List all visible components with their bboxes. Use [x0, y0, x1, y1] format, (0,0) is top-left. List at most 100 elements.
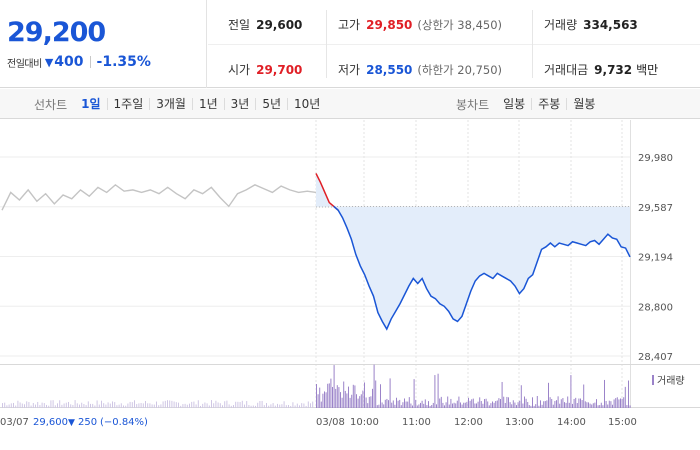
prev-volume-bar: [270, 404, 272, 408]
volume-bar: [424, 399, 426, 408]
prev-volume-bar: [140, 403, 142, 408]
prev-volume-bar: [167, 400, 168, 408]
prev-volume-bar: [70, 404, 72, 408]
volume-bar: [532, 397, 533, 408]
volume-bar: [485, 398, 487, 408]
prev-close-stat: 전일 29,600: [228, 16, 302, 33]
low-stat: 저가 28,550 (하한가 20,750): [338, 61, 502, 78]
volume-bar: [525, 398, 527, 408]
volume-bar: [512, 400, 514, 408]
volume-bar: [319, 387, 321, 408]
prev-volume-bar: [79, 404, 80, 408]
prev-close-label: 29,600: [33, 417, 68, 428]
prev-volume-bar: [193, 401, 195, 408]
prev-volume-bar: [81, 402, 83, 408]
prev-volume-bar: [274, 405, 276, 408]
volume-bar: [474, 403, 476, 408]
today-price-line: [333, 205, 631, 331]
volume-bar: [407, 401, 409, 408]
prev-volume-bar: [235, 401, 237, 408]
prev-volume-bar: [138, 403, 140, 408]
weekly-candle-tab[interactable]: 주봉: [531, 98, 566, 110]
volume-bar: [624, 386, 626, 408]
volume-bar: [559, 403, 561, 408]
y-tick-label: 29,587: [638, 203, 673, 214]
volume-bar: [346, 393, 348, 408]
prev-volume-bar: [307, 401, 309, 408]
volume-bar: [455, 403, 457, 408]
prev-volume-bar: [101, 400, 102, 408]
volume-bar: [317, 394, 319, 408]
prev-volume-bar: [261, 400, 263, 408]
prev-volume-bar: [24, 404, 25, 408]
volume-bar: [436, 404, 437, 408]
volume-bar: [572, 403, 573, 408]
volume-bar: [538, 405, 540, 408]
volume-bar: [332, 386, 333, 408]
volume-bar: [397, 400, 399, 408]
volume-bar: [335, 388, 337, 408]
intraday-chart[interactable]: 29,980 29,587 29,194 28,800 28,407 거래량 03/07 29…: [0, 120, 700, 450]
prev-volume-bar: [288, 405, 289, 408]
prev-volume-bar: [41, 402, 43, 408]
volume-bar: [432, 402, 434, 408]
prev-volume-bar: [294, 405, 296, 408]
daily-candle-tab[interactable]: 일봉: [503, 97, 526, 111]
prev-volume-bar: [208, 405, 210, 408]
volume-bar: [616, 397, 618, 408]
volume-bar: [546, 400, 548, 408]
volume-bar: [607, 404, 609, 408]
prev-volume-bar: [178, 402, 179, 408]
period-1w-tab[interactable]: 1주일: [106, 98, 150, 110]
prev-volume-bar: [175, 402, 177, 408]
prev-volume-bar: [230, 405, 232, 408]
volume-bar: [552, 404, 554, 408]
y-tick-label: 29,194: [638, 253, 673, 264]
volume-bar: [320, 401, 322, 408]
trade-amount-unit: 백만: [636, 63, 659, 77]
volume-bar: [469, 400, 471, 408]
prev-volume-bar: [131, 402, 133, 408]
volume-bar: [348, 386, 349, 408]
volume-bar: [620, 398, 621, 408]
volume-bar: [458, 396, 460, 408]
prev-volume-bar: [202, 403, 204, 408]
volume-bar: [418, 404, 420, 408]
period-1d-tab[interactable]: 1일: [81, 97, 101, 111]
prev-volume-bar: [226, 400, 228, 408]
volume-bar: [623, 397, 625, 408]
down-arrow-icon: ▼: [68, 418, 75, 428]
prev-volume-bar: [43, 403, 45, 408]
period-3y-tab[interactable]: 3년: [223, 98, 256, 110]
prev-volume-bar: [46, 404, 47, 408]
monthly-candle-tab[interactable]: 월봉: [566, 98, 601, 110]
volume-bar: [496, 400, 498, 408]
prev-volume-bar: [200, 405, 201, 408]
today-area-fill: [316, 173, 630, 330]
prev-volume-bar: [246, 401, 248, 408]
volume-bar: [586, 402, 588, 408]
lower-limit: (하한가 20,750): [417, 63, 503, 77]
prev-volume-bar: [283, 401, 285, 408]
volume-bar: [333, 365, 335, 408]
volume-bar: [594, 402, 596, 408]
prev-volume-bar: [134, 400, 135, 408]
period-5y-tab[interactable]: 5년: [255, 98, 287, 110]
prev-volume-bar: [96, 400, 98, 408]
prev-volume-bar: [98, 404, 100, 408]
volume-bar: [349, 397, 351, 408]
period-10y-tab[interactable]: 10년: [287, 98, 326, 110]
volume-bar: [440, 396, 442, 408]
volume-bar: [391, 402, 393, 408]
volume-bar: [530, 405, 532, 408]
change-amount: 400: [54, 54, 84, 70]
period-1y-tab[interactable]: 1년: [191, 98, 224, 110]
volume-bar: [517, 402, 519, 408]
volume-bar: [511, 404, 513, 408]
period-3m-tab[interactable]: 3개월: [149, 98, 192, 110]
prev-volume-bar: [114, 402, 116, 408]
volume-bar: [562, 398, 564, 408]
volume-bar: [578, 398, 580, 408]
prev-volume-bar: [87, 401, 89, 408]
volume-bar: [404, 398, 405, 408]
